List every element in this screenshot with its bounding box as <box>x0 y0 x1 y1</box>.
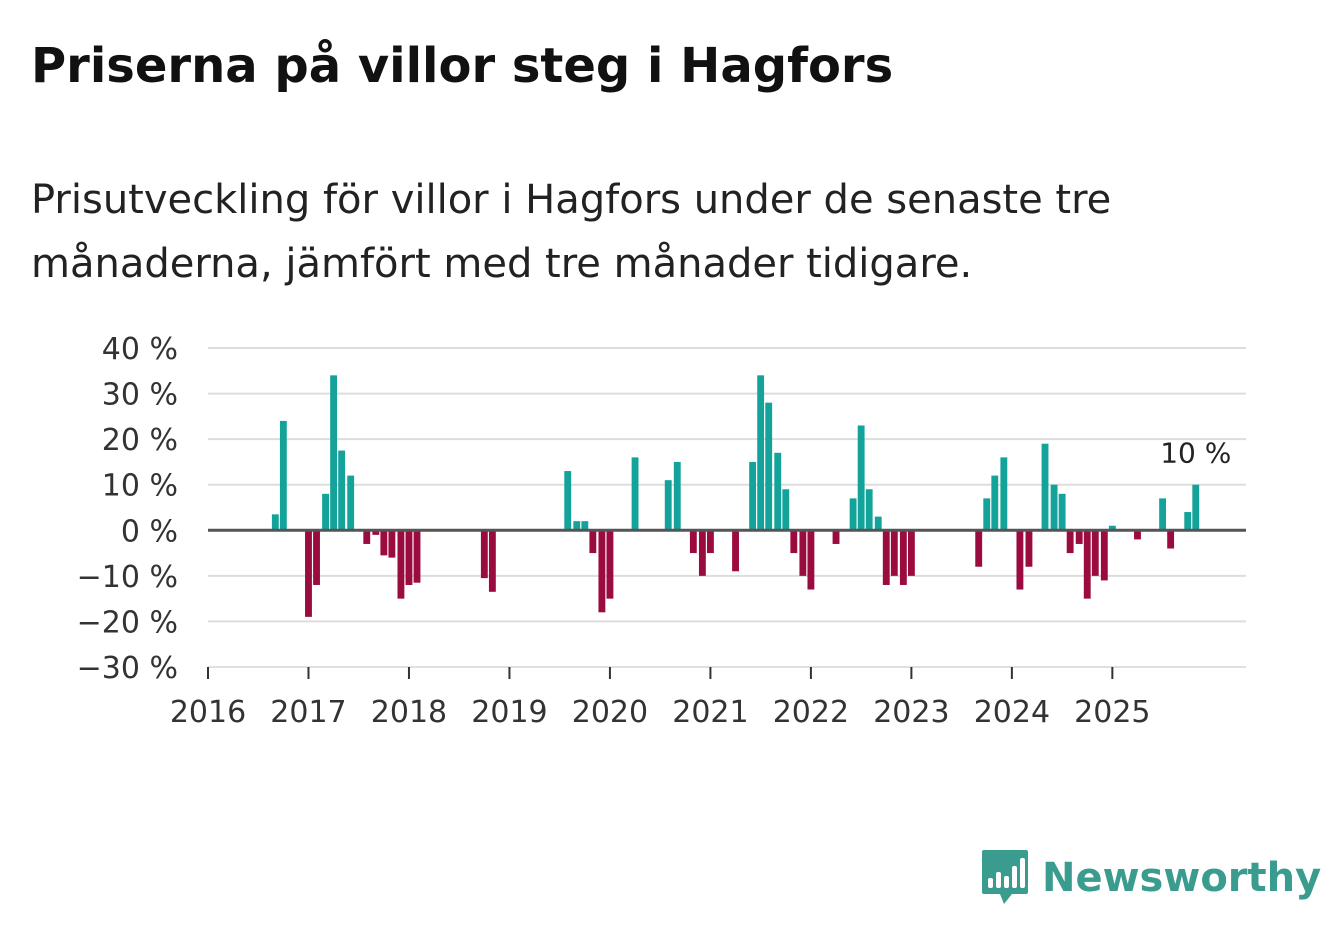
bar-negative <box>598 530 606 613</box>
bar-negative <box>732 530 739 572</box>
bar-negative <box>363 530 371 544</box>
bar-positive <box>1184 512 1192 531</box>
bar-positive <box>673 461 681 531</box>
x-tick-label: 2025 <box>1074 695 1150 730</box>
bars <box>271 375 1200 617</box>
bar-positive <box>664 480 672 531</box>
bar-negative <box>589 530 597 554</box>
bar-negative <box>305 530 312 617</box>
bar-positive <box>347 475 355 531</box>
y-tick-label: 10 % <box>102 469 178 504</box>
bar-negative <box>380 530 388 556</box>
bar-negative <box>405 530 413 585</box>
bar-positive <box>330 375 338 531</box>
chart-subtitle: Prisutveckling för villor i Hagfors unde… <box>31 177 1112 287</box>
bar-positive <box>564 471 572 531</box>
x-tick-label: 2017 <box>270 695 346 730</box>
x-tick-label: 2022 <box>773 695 849 730</box>
bar-positive <box>338 450 346 531</box>
bar-negative <box>832 530 840 544</box>
bar-negative <box>698 530 706 576</box>
bar-negative <box>606 530 614 599</box>
bar-negative <box>882 530 890 585</box>
tick-labels: −30 % −20 % −10 % 0 % 10 % 20 % 30 % 40 % 2016 20… <box>77 332 1232 730</box>
bar-negative <box>1075 530 1083 544</box>
y-tick-label: 20 % <box>102 423 178 458</box>
bar-positive <box>1192 484 1200 531</box>
bar-negative <box>1066 530 1074 554</box>
bar-positive <box>279 420 287 531</box>
bar-negative <box>1016 530 1024 590</box>
chart-title: Priserna på villor steg i Hagfors <box>31 38 894 94</box>
y-tick-label: −30 % <box>77 651 178 686</box>
bar-negative <box>388 530 396 558</box>
bar-positive <box>749 461 757 531</box>
bar-negative <box>413 530 421 583</box>
bar-negative <box>372 530 380 535</box>
y-tick-label: 0 % <box>121 514 178 549</box>
bar-positive <box>983 498 991 531</box>
bar-chart-logo-icon <box>982 850 1028 904</box>
axes <box>207 528 1246 679</box>
bar-positive <box>1000 457 1008 531</box>
bar-positive <box>765 402 773 531</box>
bar-positive <box>1108 525 1116 531</box>
y-tick-label: −20 % <box>77 605 178 640</box>
bar-positive <box>991 475 999 531</box>
bar-negative <box>1134 530 1141 540</box>
bar-positive <box>774 452 782 531</box>
y-tick-label: −10 % <box>77 560 178 595</box>
y-tick-label: 30 % <box>102 378 178 413</box>
x-tick-label: 2020 <box>572 695 648 730</box>
x-tick-label: 2024 <box>974 695 1050 730</box>
bar-positive <box>874 516 882 531</box>
bar-positive <box>1050 484 1058 531</box>
x-tick-label: 2016 <box>170 695 246 730</box>
bar-negative <box>899 530 907 585</box>
bar-positive <box>581 521 589 531</box>
x-tick-label: 2023 <box>873 695 949 730</box>
bar-negative <box>807 530 815 590</box>
brand-name: Newsworthy <box>1042 855 1322 901</box>
bar-chart: −30 % −20 % −10 % 0 % 10 % 20 % 30 % 40 % 2016 20… <box>77 332 1246 730</box>
x-tick-label: 2018 <box>371 695 447 730</box>
x-tick-label: 2021 <box>672 695 748 730</box>
bar-positive <box>322 493 329 531</box>
newsworthy-logo: Newsworthy <box>980 848 1321 908</box>
bar-negative <box>1100 530 1108 581</box>
bar-positive <box>271 514 279 531</box>
bar-negative <box>689 530 697 554</box>
bar-negative <box>488 530 496 592</box>
gridlines <box>208 347 1246 668</box>
bar-positive <box>1058 493 1066 531</box>
bar-positive <box>1041 443 1049 531</box>
bar-negative <box>1025 530 1033 567</box>
bar-positive <box>849 498 857 531</box>
bar-positive <box>782 489 790 531</box>
bar-negative <box>706 530 714 554</box>
x-tick-label: 2019 <box>471 695 547 730</box>
bar-positive <box>857 425 865 531</box>
bar-negative <box>480 530 488 579</box>
bar-positive <box>631 457 639 531</box>
bar-positive <box>573 521 581 531</box>
bar-negative <box>397 530 405 599</box>
bar-positive <box>865 489 873 531</box>
bar-negative <box>1083 530 1091 599</box>
bar-negative <box>313 530 320 585</box>
bar-negative <box>975 530 983 567</box>
bar-positive <box>1159 498 1167 531</box>
bar-negative <box>799 530 807 576</box>
bar-positive <box>757 375 765 531</box>
bar-negative <box>890 530 898 576</box>
bar-negative <box>1091 530 1099 576</box>
last-value-annotation: 10 % <box>1160 437 1231 470</box>
bar-negative <box>790 530 798 554</box>
y-tick-label: 40 % <box>102 332 178 367</box>
bar-negative <box>907 530 915 576</box>
bar-negative <box>1167 530 1175 549</box>
